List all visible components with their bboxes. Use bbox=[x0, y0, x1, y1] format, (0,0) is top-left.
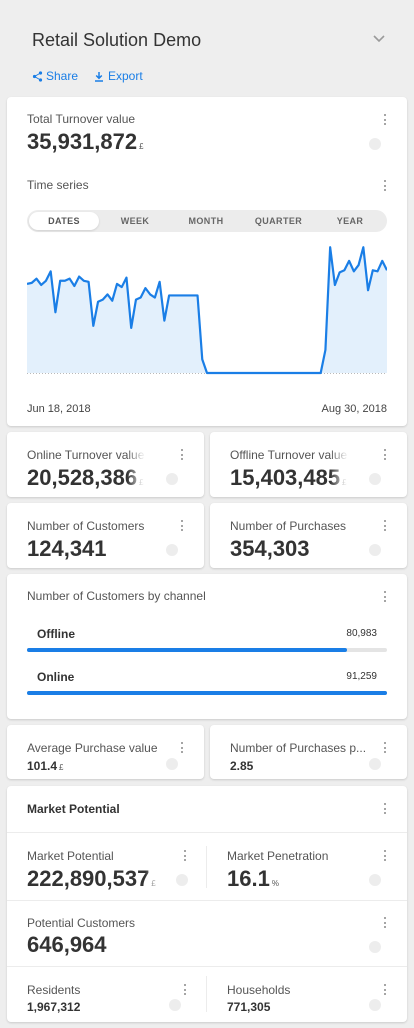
divider bbox=[7, 832, 407, 833]
market-potential-value: 222,890,537£ bbox=[27, 866, 156, 892]
purchases-per-menu-icon[interactable] bbox=[380, 741, 390, 755]
channel-name-online: Online bbox=[37, 670, 75, 684]
currency-unit: £ bbox=[139, 142, 144, 151]
market-penetration-value: 16.1% bbox=[227, 866, 279, 891]
tab-year[interactable]: YEAR bbox=[336, 216, 364, 226]
residents-value: 1,967,312 bbox=[27, 1000, 81, 1014]
status-dot bbox=[369, 138, 381, 150]
chart-area bbox=[27, 247, 387, 373]
status-dot bbox=[369, 874, 381, 886]
online-turnover-card: Online Turnover value 20,528,386£ bbox=[7, 432, 204, 497]
granularity-tabs: DATES WEEK MONTH QUARTER YEAR bbox=[27, 210, 387, 232]
customers-value: 124,341 bbox=[27, 536, 107, 561]
households-menu-icon[interactable] bbox=[380, 983, 390, 997]
channel-bar-fill bbox=[27, 648, 347, 652]
time-series-chart bbox=[27, 246, 387, 375]
purchases-card: Number of Purchases 354,303 bbox=[210, 503, 407, 568]
chevron-down-icon bbox=[373, 35, 385, 43]
avg-purchase-value: 101.4 £ bbox=[27, 759, 64, 773]
status-dot bbox=[176, 874, 188, 886]
online-turnover-label: Online Turnover value bbox=[27, 448, 145, 462]
tab-dates[interactable]: DATES bbox=[29, 212, 99, 230]
avg-purchase-label: Average Purchase value bbox=[27, 741, 158, 755]
channel-value-offline: 80,983 bbox=[346, 628, 377, 639]
page-title: Retail Solution Demo bbox=[32, 30, 202, 50]
offline-turnover-value: 15,403,485£ bbox=[230, 465, 347, 491]
export-button[interactable]: Export bbox=[94, 68, 143, 84]
residents-label: Residents bbox=[27, 983, 81, 997]
purchases-per-label: Number of Purchases p... bbox=[230, 741, 367, 755]
tab-month[interactable]: MONTH bbox=[188, 216, 224, 226]
customers-label: Number of Customers bbox=[27, 519, 145, 533]
residents-menu-icon[interactable] bbox=[180, 983, 190, 997]
avg-purchase-menu-icon[interactable] bbox=[177, 741, 187, 755]
channel-bar-online bbox=[27, 691, 387, 695]
share-button[interactable]: Share bbox=[32, 68, 78, 84]
divider bbox=[206, 846, 207, 888]
status-dot bbox=[166, 544, 178, 556]
purchases-per-value: 2.85 bbox=[230, 759, 254, 773]
households-value: 771,305 bbox=[227, 1000, 271, 1014]
purchases-value: 354,303 bbox=[230, 536, 310, 561]
customers-menu-icon[interactable] bbox=[177, 519, 187, 533]
purchases-menu-icon[interactable] bbox=[380, 519, 390, 533]
total-turnover-menu-icon[interactable] bbox=[380, 113, 390, 127]
market-penetration-menu-icon[interactable] bbox=[380, 849, 390, 863]
channel-value-online: 91,259 bbox=[346, 671, 377, 682]
total-turnover-label: Total Turnover value bbox=[27, 112, 136, 126]
share-icon bbox=[32, 70, 43, 82]
export-label: Export bbox=[108, 69, 143, 83]
divider bbox=[7, 900, 407, 901]
avg-purchase-card: Average Purchase value 101.4 £ bbox=[7, 725, 204, 779]
channel-menu-icon[interactable] bbox=[380, 590, 390, 604]
channel-bar-fill bbox=[27, 691, 387, 695]
status-dot bbox=[369, 473, 381, 485]
market-potential-menu-icon[interactable] bbox=[180, 849, 190, 863]
market-potential-section bbox=[7, 786, 407, 1022]
purchases-label: Number of Purchases bbox=[230, 519, 347, 533]
divider bbox=[7, 966, 407, 967]
market-penetration-label: Market Penetration bbox=[227, 849, 329, 863]
offline-turnover-menu-icon[interactable] bbox=[380, 448, 390, 462]
market-section-title: Market Potential bbox=[27, 802, 120, 816]
offline-turnover-card: Offline Turnover value 15,403,485£ bbox=[210, 432, 407, 497]
potential-customers-value: 646,964 bbox=[27, 932, 107, 957]
status-dot bbox=[369, 758, 381, 770]
chart-end-date: Aug 30, 2018 bbox=[321, 403, 387, 415]
divider bbox=[206, 976, 207, 1012]
status-dot bbox=[169, 999, 181, 1011]
percent-unit: % bbox=[271, 879, 279, 888]
online-turnover-menu-icon[interactable] bbox=[177, 448, 187, 462]
market-potential-value-wrap: 222,890,537£ bbox=[27, 862, 192, 892]
tab-week[interactable]: WEEK bbox=[120, 216, 150, 226]
collapse-toggle[interactable] bbox=[370, 32, 388, 46]
currency-unit: £ bbox=[59, 763, 64, 772]
channel-card-title: Number of Customers by channel bbox=[27, 589, 206, 603]
status-dot bbox=[166, 758, 178, 770]
potential-customers-menu-icon[interactable] bbox=[380, 916, 390, 930]
status-dot bbox=[369, 999, 381, 1011]
potential-customers-label: Potential Customers bbox=[27, 916, 136, 930]
chart-series-line bbox=[27, 246, 387, 375]
time-series-label: Time series bbox=[27, 178, 89, 192]
market-potential-label: Market Potential bbox=[27, 849, 114, 863]
customers-card: Number of Customers 124,341 bbox=[7, 503, 204, 568]
status-dot bbox=[369, 941, 381, 953]
households-label: Households bbox=[227, 983, 291, 997]
channel-name-offline: Offline bbox=[37, 627, 75, 641]
share-label: Share bbox=[46, 69, 79, 83]
download-icon bbox=[95, 71, 103, 82]
offline-turnover-label: Offline Turnover value bbox=[230, 448, 348, 462]
total-turnover-value: 35,931,872 £ bbox=[27, 129, 144, 154]
time-series-menu-icon[interactable] bbox=[380, 179, 390, 193]
status-dot bbox=[369, 544, 381, 556]
channel-bar-offline bbox=[27, 648, 387, 652]
market-section-menu-icon[interactable] bbox=[380, 802, 390, 816]
tab-quarter[interactable]: QUARTER bbox=[254, 216, 303, 226]
status-dot bbox=[166, 473, 178, 485]
chart-start-date: Jun 18, 2018 bbox=[27, 403, 91, 415]
purchases-per-card: Number of Purchases p... 2.85 bbox=[210, 725, 407, 779]
